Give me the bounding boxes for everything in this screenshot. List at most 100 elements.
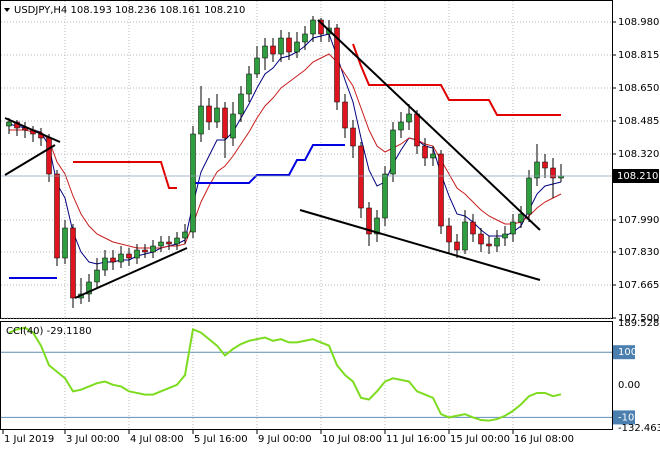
y-tick-label: 108.980: [618, 17, 659, 28]
candle-body: [102, 257, 108, 271]
x-tick-label: 10 Jul 08:00: [322, 434, 382, 445]
x-tick-label: 16 Jul 08:00: [514, 434, 574, 445]
cci-title: CCI(40) -29.1180: [6, 326, 92, 337]
candle-body: [462, 221, 468, 251]
candle-body: [278, 37, 284, 55]
candle-body: [254, 57, 260, 75]
y-tick-label: 100: [618, 347, 637, 358]
candle-body: [430, 153, 436, 159]
y-tick-label: -100: [618, 412, 641, 423]
candle-body: [478, 233, 484, 245]
x-tick-label: 5 Jul 16:00: [194, 434, 248, 445]
candle-body: [438, 153, 444, 227]
candle-body: [502, 233, 508, 239]
candle-body: [182, 231, 188, 239]
candle-body: [294, 41, 300, 53]
trend-line: [317, 19, 541, 231]
y-tick-label: 107.500: [618, 313, 659, 324]
candle-body: [166, 241, 172, 245]
symbol-info: USDJPY,H4 108.193 108.236 108.161 108.21…: [14, 5, 245, 16]
candle-body: [398, 121, 404, 131]
candle-body: [94, 269, 100, 283]
trend-line: [299, 209, 541, 281]
candle-body: [382, 173, 388, 219]
candle-body: [70, 227, 76, 299]
candle-body: [302, 33, 308, 43]
y-tick-label: -132.4639: [618, 423, 660, 434]
y-tick-label: 0.00: [618, 380, 640, 391]
x-tick-label: 1 Jul 2019: [4, 434, 54, 445]
level-box: [613, 345, 635, 360]
candle-body: [446, 225, 452, 243]
candle-body: [534, 161, 540, 179]
trend-line: [4, 144, 56, 176]
candle-body: [6, 121, 12, 127]
candle-body: [86, 281, 92, 295]
level-box: [613, 410, 635, 425]
y-tick-label: 107.990: [618, 215, 659, 226]
indicator-line: [73, 161, 177, 189]
candle-body: [422, 145, 428, 159]
last-price-box: [613, 169, 659, 183]
candle-body: [118, 253, 124, 263]
candle-body: [510, 221, 516, 235]
main-frame: [0, 0, 613, 319]
candle-body: [542, 161, 548, 169]
candle-body: [486, 243, 492, 247]
candle-body: [494, 237, 500, 247]
trend-line: [4, 117, 61, 143]
candle-body: [22, 127, 28, 131]
candle-body: [142, 249, 148, 253]
trend-line: [74, 247, 188, 299]
candle-body: [246, 73, 252, 95]
candle-body: [454, 241, 460, 251]
candle-body: [342, 101, 348, 129]
indicator-line: [9, 53, 562, 249]
candle-body: [350, 127, 356, 147]
candle-body: [46, 137, 52, 175]
candle-body: [214, 107, 220, 123]
x-tick-label: 9 Jul 00:00: [258, 434, 312, 445]
candle-body: [174, 237, 180, 245]
candle-body: [134, 249, 140, 259]
candle-body: [110, 257, 116, 263]
candle-body: [190, 133, 196, 233]
y-tick-label: 107.830: [618, 247, 659, 258]
y-tick-label: 189.528: [618, 318, 659, 329]
candle-body: [238, 93, 244, 115]
y-tick-label: 108.320: [618, 149, 659, 160]
x-tick-label: 15 Jul 00:00: [450, 434, 510, 445]
candle-body: [518, 213, 524, 223]
candle-body: [286, 37, 292, 53]
candle-body: [470, 221, 476, 235]
candle-body: [390, 129, 396, 175]
candle-body: [206, 105, 212, 123]
x-tick-label: 3 Jul 00:00: [66, 434, 120, 445]
candle-body: [126, 253, 132, 259]
candle-body: [262, 45, 268, 59]
x-tick-label: 4 Jul 08:00: [130, 434, 184, 445]
last-price-label: 108.210: [617, 171, 658, 182]
candle-body: [318, 19, 324, 35]
candle-body: [366, 207, 372, 235]
candle-body: [198, 105, 204, 135]
candle-body: [150, 245, 156, 253]
candle-body: [54, 173, 60, 259]
indicator-line: [8, 33, 562, 265]
candle-body: [310, 19, 316, 35]
indicator-line: [193, 144, 345, 184]
cci-line: [8, 326, 562, 422]
candle-body: [334, 27, 340, 103]
candle-body: [526, 177, 532, 215]
y-tick-label: 108.815: [618, 50, 659, 61]
candle-body: [550, 167, 556, 179]
menu-arrow[interactable]: [4, 8, 10, 12]
candle-body: [414, 113, 420, 147]
y-tick-label: 108.650: [618, 83, 659, 94]
candle-body: [222, 107, 228, 139]
y-tick-label: 107.665: [618, 280, 659, 291]
candle-body: [406, 113, 412, 123]
